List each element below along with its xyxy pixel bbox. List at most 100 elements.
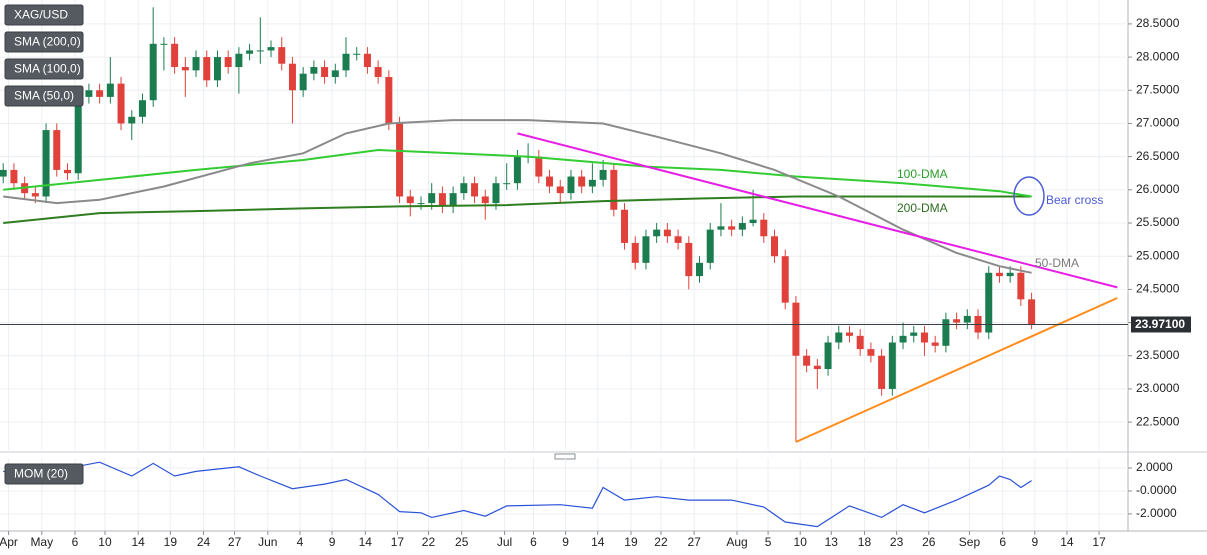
x-tick-label: 6 (530, 535, 537, 549)
candle-body (310, 67, 318, 74)
x-tick-label: 17 (391, 535, 405, 549)
moving-average-line (3, 148, 1032, 198)
legend-label: SMA (200,0) (14, 35, 81, 49)
x-tick-label: 6 (72, 535, 79, 549)
y-tick-label: 26.5000 (1136, 149, 1180, 163)
y-tick-label: 28.5000 (1136, 16, 1180, 30)
x-tick-label: 14 (359, 535, 373, 549)
x-tick-label: 9 (562, 535, 569, 549)
indicator-line (3, 461, 1032, 528)
candle-body (728, 226, 736, 230)
candle-body (406, 196, 414, 204)
candle-body (224, 57, 232, 68)
x-tick-label: Sep (959, 535, 981, 549)
legend-entry: MOM (20) (4, 463, 84, 485)
candle-body (138, 100, 146, 117)
resize-handle[interactable] (554, 453, 576, 460)
candle-body (63, 169, 71, 174)
candle-body (31, 193, 39, 197)
candle-body (781, 256, 789, 303)
candle-body (353, 53, 361, 55)
trend-line (795, 297, 1118, 443)
candle-body (610, 169, 618, 210)
candle-body (867, 349, 875, 356)
candle-body (246, 50, 254, 54)
candle-body (342, 53, 350, 71)
candle-body (438, 193, 446, 207)
candle-body (535, 156, 543, 177)
bear-cross-circle (1013, 176, 1045, 216)
candle-body (213, 57, 221, 81)
candle-body (696, 262, 704, 277)
candle-body (160, 43, 168, 45)
x-tick-label: 19 (624, 535, 638, 549)
candle-body (631, 242, 639, 263)
candle-body (792, 302, 800, 356)
candle-body (203, 57, 211, 81)
candle-body (235, 53, 243, 68)
candle-body (910, 332, 918, 336)
candle-body (653, 229, 661, 237)
candle-body (471, 183, 479, 197)
candle-body (331, 70, 339, 77)
x-tick-label: 18 (858, 535, 872, 549)
legend-label: XAG/USD (14, 8, 68, 22)
x-tick-label: Jun (258, 535, 277, 549)
x-tick-label: 14 (1060, 535, 1074, 549)
x-tick-label: 22 (422, 535, 436, 549)
candle-body (396, 123, 404, 197)
candle-body (288, 63, 296, 91)
candle-body (685, 242, 693, 277)
moving-average-line (3, 119, 1032, 274)
y-tick-label: -0.0000 (1136, 483, 1177, 497)
y-tick-label: 27.5000 (1136, 82, 1180, 96)
moving-average-line (3, 195, 1032, 224)
candle-body (813, 365, 821, 370)
candle-body (149, 43, 157, 101)
candle-body (1017, 272, 1025, 300)
y-tick-label: 24.5000 (1136, 282, 1180, 296)
candle-body (835, 332, 843, 343)
candle-body (481, 196, 489, 204)
legend-label: SMA (100,0) (14, 62, 81, 76)
candle-body (845, 332, 853, 336)
x-tick-label: 27 (228, 535, 242, 549)
candle-body (856, 335, 864, 350)
y-tick-label: 23.0000 (1136, 381, 1180, 395)
y-tick-label: 23.5000 (1136, 348, 1180, 362)
x-tick-label: 10 (98, 535, 112, 549)
candle-body (460, 183, 468, 194)
candle-body (0, 169, 7, 177)
candle-body (385, 76, 393, 124)
x-tick-label: 4 (297, 535, 304, 549)
legend-entry: XAG/USD (4, 4, 84, 26)
candle-body (1028, 299, 1036, 325)
candle-body (599, 169, 607, 180)
legend-label: MOM (20) (14, 467, 68, 481)
last-price-label: 23.97100 (1135, 317, 1185, 331)
candle-body (1006, 272, 1014, 277)
candle-body (674, 236, 682, 243)
x-tick-label: 27 (687, 535, 701, 549)
x-tick-label: 25 (455, 535, 469, 549)
candle-body (278, 47, 286, 64)
x-tick-label: 14 (132, 535, 146, 549)
candle-body (96, 90, 104, 97)
candle-body (74, 96, 82, 174)
legend-box (4, 31, 84, 53)
candle-body (824, 342, 832, 370)
x-tick-label: 23 (890, 535, 904, 549)
annotation: 100-DMA (897, 167, 948, 181)
candle-body (192, 57, 200, 71)
y-tick-label: 28.0000 (1136, 49, 1180, 63)
candle-body (53, 130, 61, 170)
legend-entry: SMA (50,0) (4, 85, 84, 107)
x-tick-label: 26 (922, 535, 936, 549)
candle-body (642, 236, 650, 263)
candle-body (621, 209, 629, 243)
candle-body (995, 272, 1003, 277)
annotation: 50-DMA (1035, 256, 1079, 270)
x-tick-label: 19 (164, 535, 178, 549)
candle-body (760, 219, 768, 237)
